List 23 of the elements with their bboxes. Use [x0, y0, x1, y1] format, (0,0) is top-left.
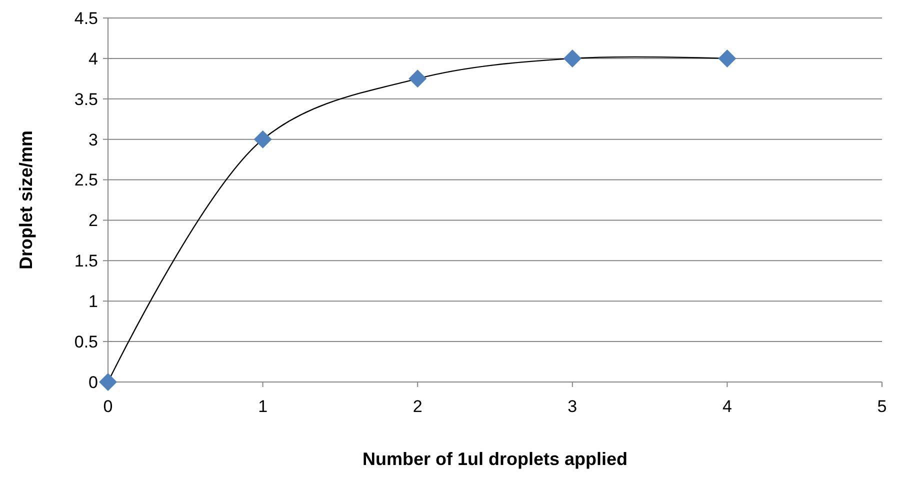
- y-tick-label: 2: [88, 211, 98, 230]
- x-tick-label: 5: [877, 397, 887, 416]
- x-tick-label: 0: [103, 397, 113, 416]
- y-tick-label: 0: [88, 372, 98, 392]
- x-tick-label: 3: [568, 397, 578, 416]
- y-tick-label: 3: [88, 130, 98, 150]
- y-tick-label: 2.5: [74, 170, 98, 190]
- point: [254, 130, 272, 148]
- point: [99, 373, 117, 391]
- x-tick-label: 1: [258, 397, 268, 416]
- y-tick-label: 4: [88, 49, 98, 68]
- y-tick-label: 4.5: [74, 8, 98, 28]
- point: [563, 49, 582, 68]
- point: [718, 49, 736, 68]
- x-tick-label: 4: [722, 397, 732, 416]
- y-tick-label: 3.5: [74, 90, 98, 109]
- y-tick-label: 1.5: [74, 252, 98, 271]
- point: [408, 70, 427, 88]
- x-axis-title: Number of 1ul droplets applied: [362, 449, 628, 469]
- y-axis-title: Droplet size/mm: [16, 130, 36, 270]
- y-tick-label: 1: [88, 292, 98, 312]
- x-tick-label: 2: [412, 397, 422, 416]
- y-tick-label: 0.5: [74, 332, 98, 352]
